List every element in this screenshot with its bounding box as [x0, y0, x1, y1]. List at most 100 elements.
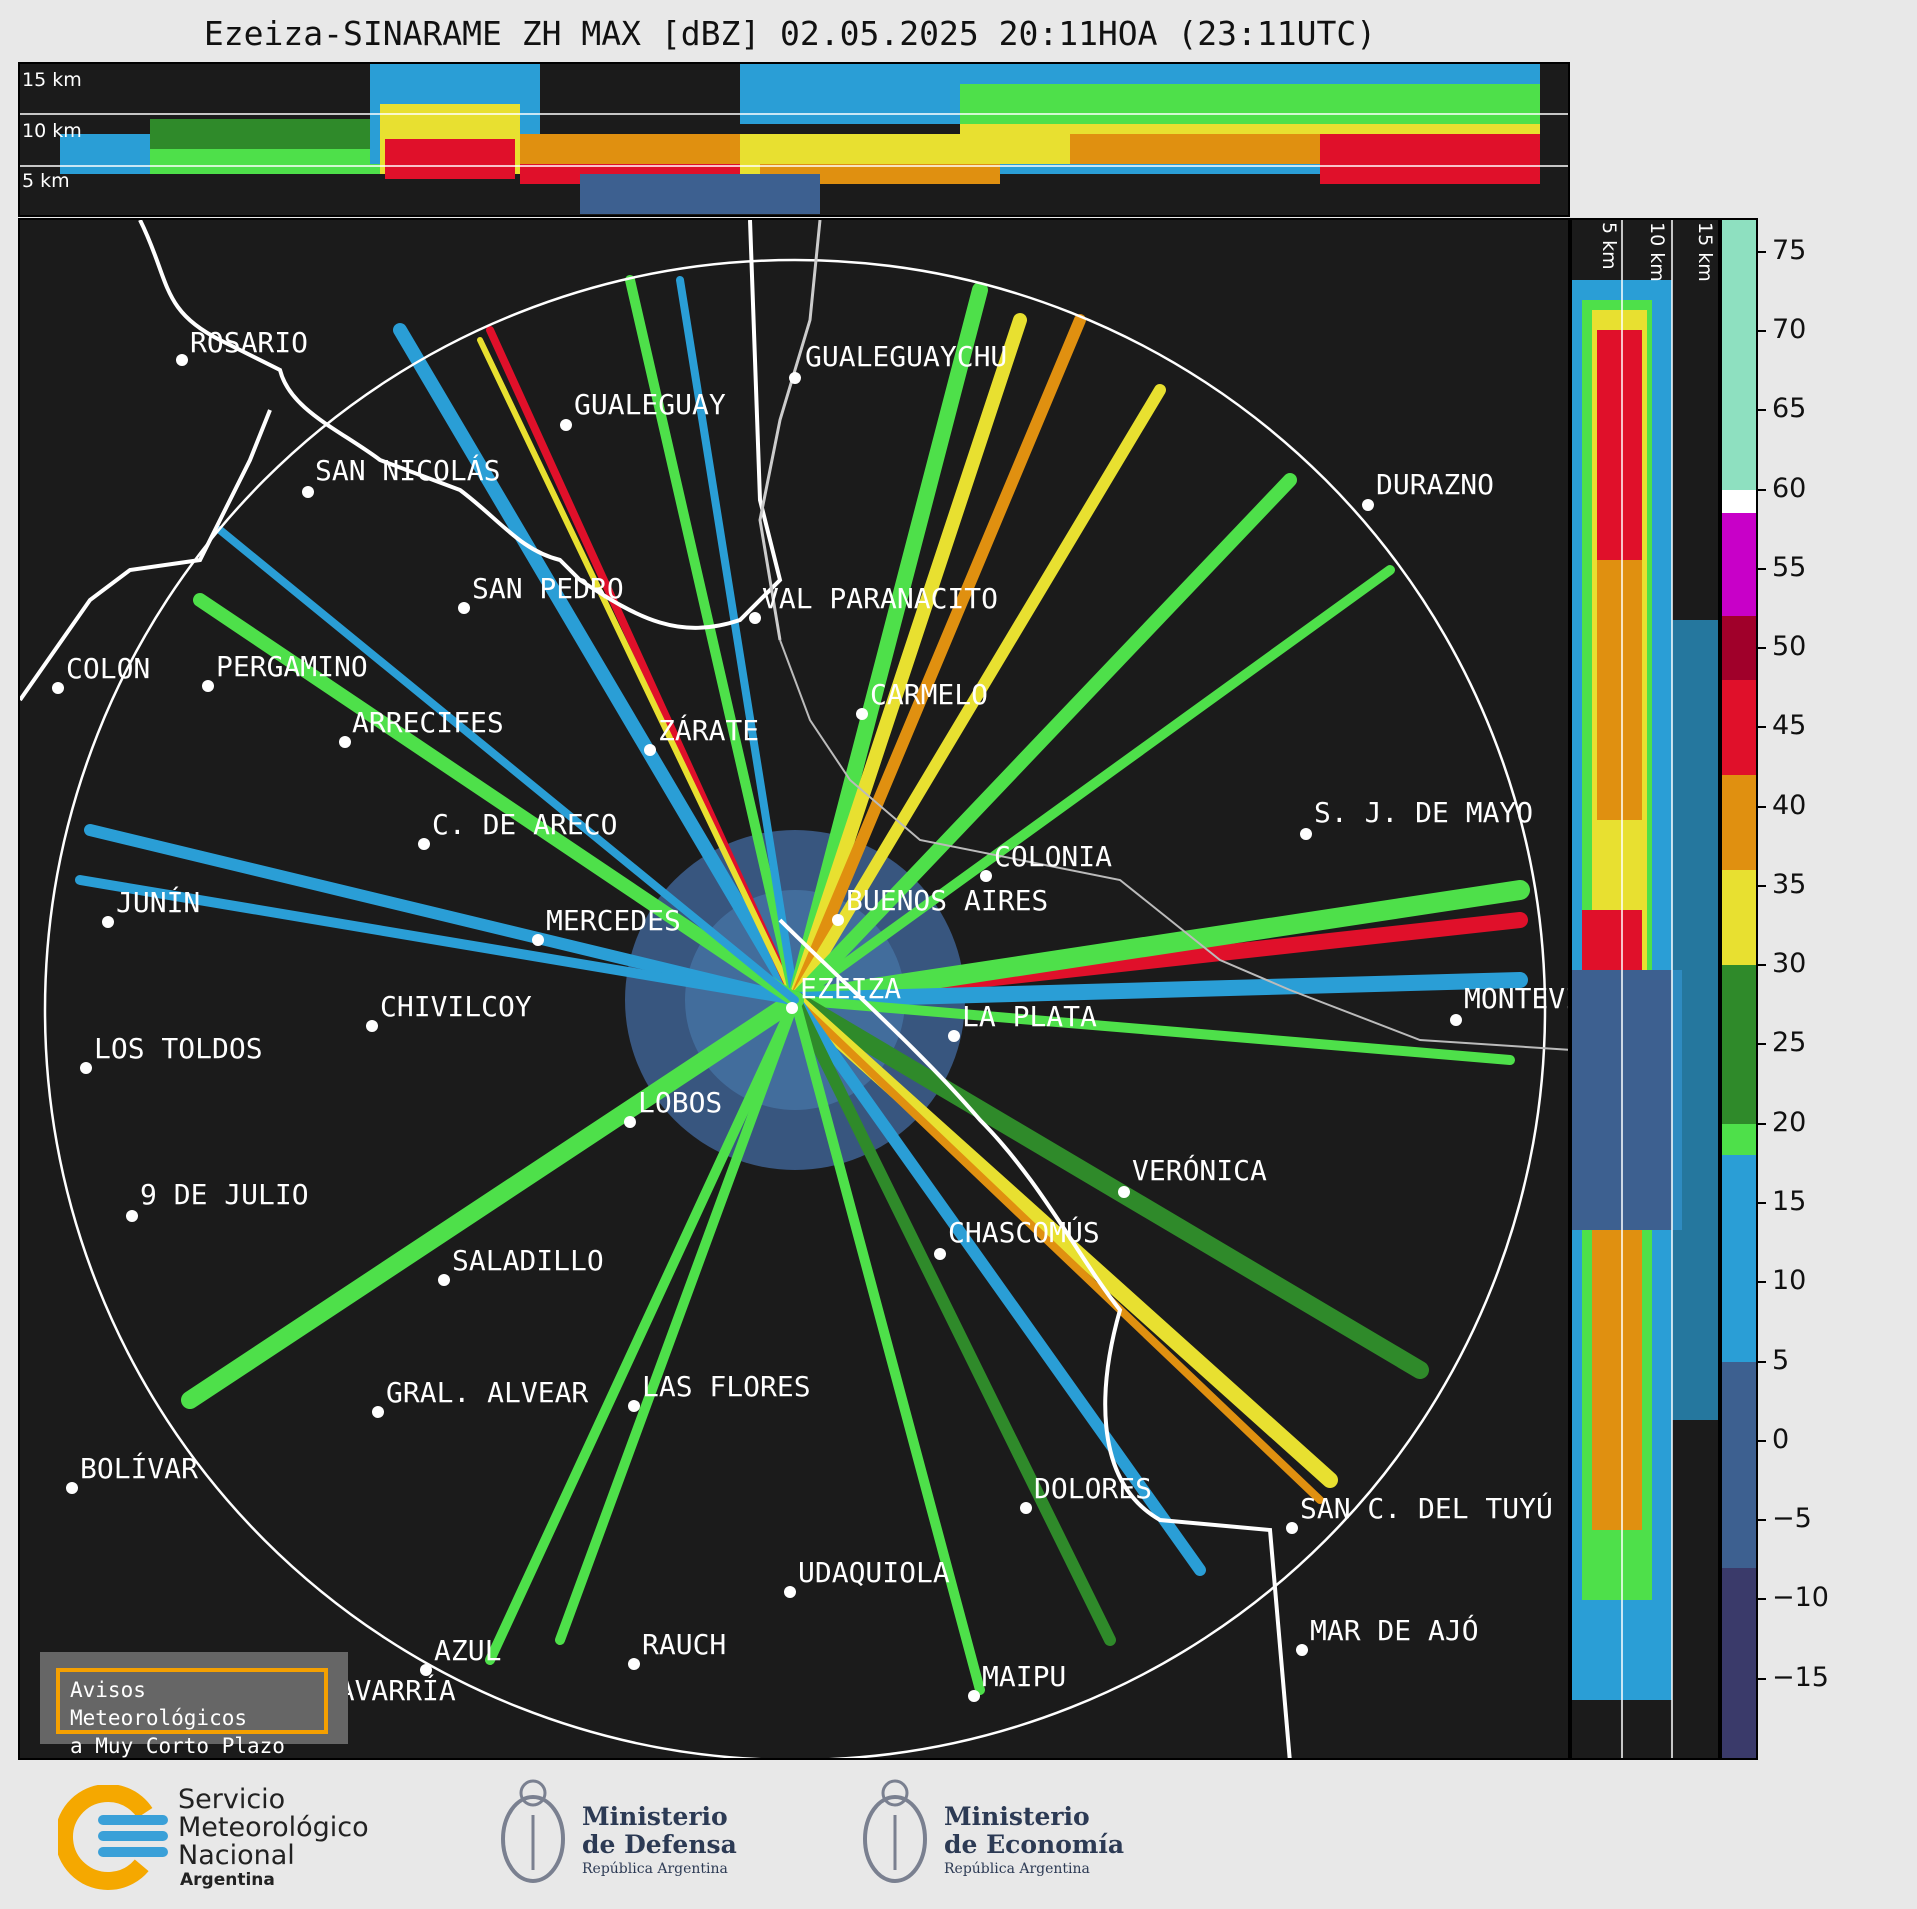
colorbar-tick-label: 10 — [1772, 1265, 1807, 1297]
city-label: LA PLATA — [962, 1000, 1097, 1033]
city-marker — [52, 682, 64, 694]
city-label: PERGAMINO — [216, 650, 368, 683]
coat-of-arms-icon — [863, 1779, 927, 1883]
colorbar-tick-label: 0 — [1772, 1423, 1790, 1455]
side-height-label-5km: 5 km — [1598, 222, 1620, 270]
city-marker — [438, 1274, 450, 1286]
colorbar-tick — [1758, 409, 1766, 412]
city-label: JUNÍN — [116, 886, 201, 919]
colorbar-segment — [1722, 1361, 1756, 1568]
colorbar-segment — [1722, 1123, 1756, 1156]
city-label: MERCEDES — [546, 904, 681, 937]
city-marker — [1362, 499, 1374, 511]
colorbar-segment — [1722, 679, 1756, 775]
city-marker — [1300, 828, 1312, 840]
colorbar-tick-label: 20 — [1772, 1106, 1807, 1138]
city-marker — [628, 1658, 640, 1670]
colorbar-tick-label: 60 — [1772, 472, 1807, 504]
colorbar-tick — [1758, 1360, 1766, 1363]
city-label: GUALEGUAY — [574, 388, 726, 421]
city-label: CARMELO — [870, 678, 989, 711]
colorbar-segment — [1722, 489, 1756, 514]
city-marker — [418, 838, 430, 850]
colorbar-tick-label: 25 — [1772, 1027, 1807, 1059]
colorbar-tick — [1758, 647, 1766, 650]
notice-line2: a Muy Corto Plazo — [70, 1734, 285, 1758]
colorbar-segment — [1722, 220, 1756, 490]
city-label: CHIVILCOY — [380, 990, 532, 1023]
colorbar-tick — [1758, 1519, 1766, 1522]
colorbar-tick — [1758, 1281, 1766, 1284]
defensa-line2: de Defensa — [582, 1830, 737, 1859]
colorbar-tick — [1758, 488, 1766, 491]
city-marker — [628, 1400, 640, 1412]
colorbar-tick — [1758, 567, 1766, 570]
city-label: MONTEVIDEO — [1464, 982, 1568, 1015]
coat-of-arms-icon — [501, 1779, 565, 1883]
colorbar-tick — [1758, 1439, 1766, 1442]
colorbar-segment — [1722, 1567, 1756, 1758]
city-marker — [66, 1482, 78, 1494]
city-marker — [624, 1116, 636, 1128]
dbz-colorbar — [1720, 218, 1758, 1760]
city-label: GUALEGUAYCHU — [805, 340, 1008, 373]
city-marker — [948, 1030, 960, 1042]
height-label-15km: 15 km — [22, 69, 82, 91]
colorbar-tick — [1758, 964, 1766, 967]
city-label: MAR DE AJÓ — [1310, 1614, 1479, 1647]
colorbar-tick — [1758, 1122, 1766, 1125]
city-label: ZÁRATE — [658, 714, 760, 747]
city-label: GRAL. ALVEAR — [386, 1376, 589, 1409]
colorbar-tick-label: −15 — [1772, 1661, 1829, 1693]
chart-title: Ezeiza-SINARAME ZH MAX [dBZ] 02.05.2025 … — [203, 14, 1377, 53]
colorbar-tick-label: 50 — [1772, 631, 1807, 663]
city-label: 9 DE JULIO — [140, 1178, 309, 1211]
colorbar-tick-label: 35 — [1772, 868, 1807, 900]
city-label: EZEIZA — [800, 972, 902, 1005]
city-label: COLONIA — [994, 840, 1113, 873]
colorbar-tick — [1758, 1043, 1766, 1046]
city-marker — [339, 736, 351, 748]
city-label: DURAZNO — [1376, 468, 1495, 501]
city-marker — [934, 1248, 946, 1260]
smn-line1: Servicio — [178, 1784, 286, 1815]
defensa-line3: República Argentina — [582, 1861, 728, 1877]
city-marker — [980, 870, 992, 882]
defensa-line1: Ministerio — [582, 1802, 728, 1831]
city-label: VAL PARANACITO — [762, 582, 999, 615]
colorbar-tick-label: 70 — [1772, 313, 1807, 345]
economia-line1: Ministerio — [944, 1802, 1090, 1831]
city-marker — [789, 372, 801, 384]
city-label: UDAQUIOLA — [798, 1556, 950, 1589]
colorbar-segment — [1722, 616, 1756, 680]
height-label-5km: 5 km — [22, 170, 70, 192]
colorbar-tick — [1758, 726, 1766, 729]
colorbar-segment — [1722, 774, 1756, 871]
smn-line2: Meteorológico — [178, 1812, 369, 1843]
city-marker — [1118, 1186, 1130, 1198]
side-reflectivity-profile — [1572, 220, 1718, 1758]
colorbar-tick-label: −5 — [1772, 1503, 1812, 1535]
side-height-label-15km: 15 km — [1694, 222, 1716, 282]
city-marker — [126, 1210, 138, 1222]
radar-map: ROSARIO GUALEGUAYCHU GUALEGUAY SAN NICOLÁS D… — [18, 218, 1570, 1760]
city-marker — [856, 708, 868, 720]
top-reflectivity-profile — [20, 64, 1568, 214]
colorbar-tick-label: 5 — [1772, 1344, 1790, 1376]
side-height-label-10km: 10 km — [1646, 222, 1668, 282]
economia-line2: de Economía — [944, 1830, 1125, 1859]
city-marker — [302, 486, 314, 498]
city-marker — [532, 934, 544, 946]
smn-logo-icon — [58, 1785, 168, 1890]
city-marker — [80, 1062, 92, 1074]
city-label: SALADILLO — [452, 1244, 604, 1277]
city-marker — [968, 1690, 980, 1702]
city-marker — [366, 1020, 378, 1032]
colorbar-tick — [1758, 1598, 1766, 1601]
city-label: S. J. DE MAYO — [1314, 796, 1534, 829]
city-marker — [458, 602, 470, 614]
city-label: LOBOS — [638, 1086, 723, 1119]
height-label-10km: 10 km — [22, 120, 82, 142]
city-label: SAN NICOLÁS — [315, 454, 501, 487]
city-label: LAS FLORES — [642, 1370, 811, 1403]
